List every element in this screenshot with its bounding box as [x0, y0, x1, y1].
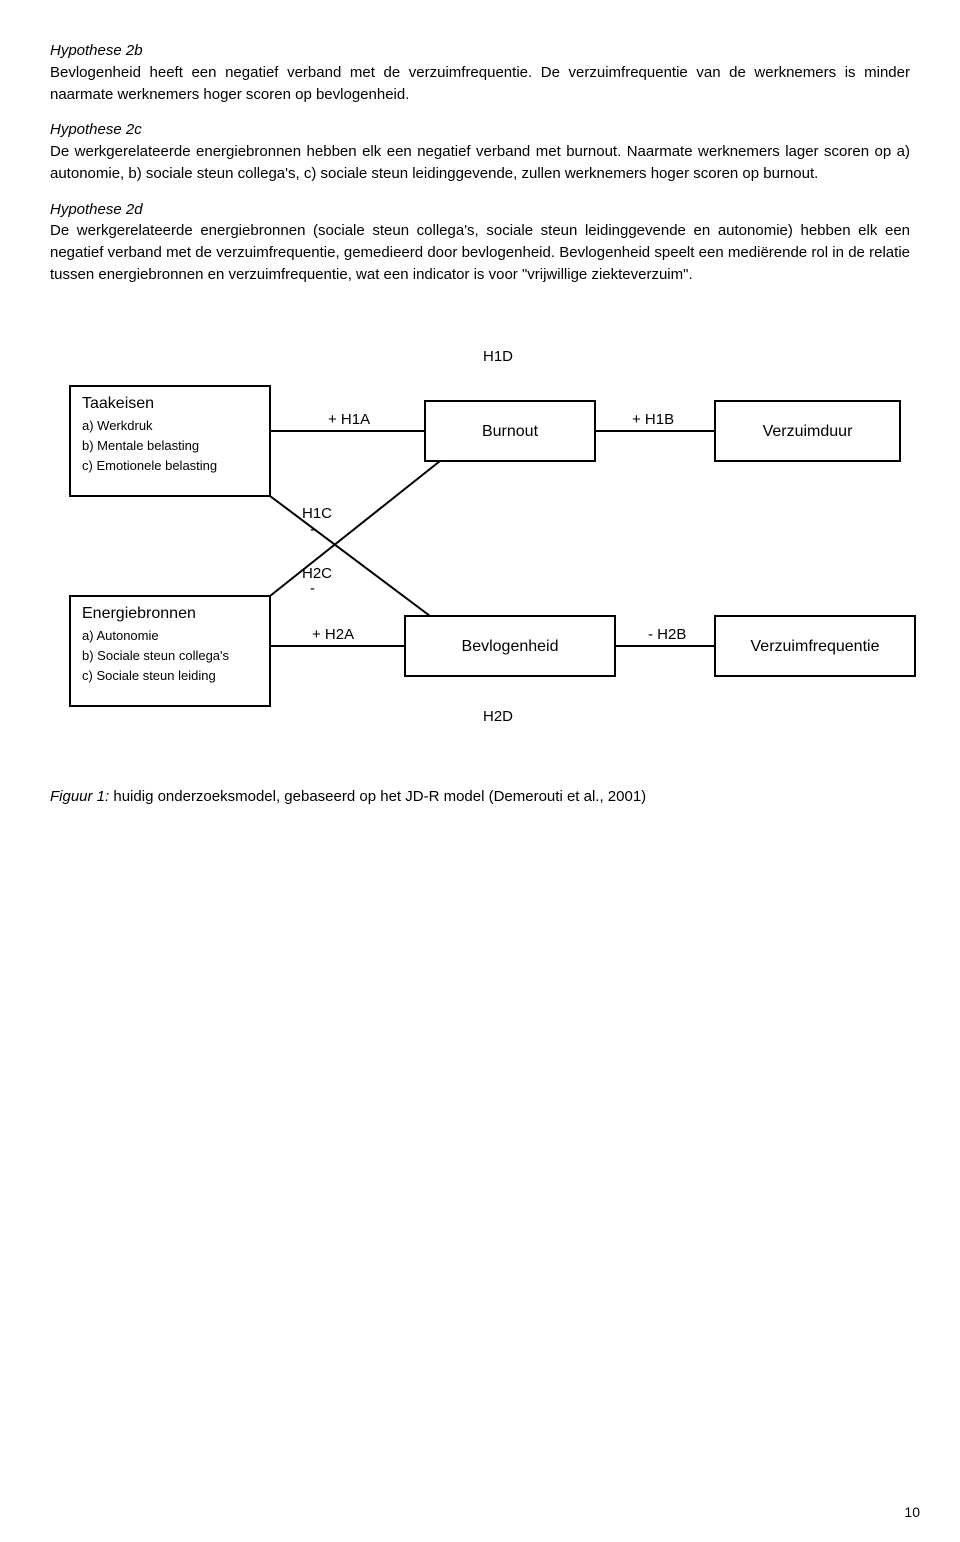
- svg-text:a) Werkdruk: a) Werkdruk: [82, 418, 153, 433]
- svg-text:H1C: H1C: [302, 505, 332, 522]
- svg-text:c) Emotionele belasting: c) Emotionele belasting: [82, 458, 217, 473]
- svg-text:-: -: [310, 580, 315, 597]
- svg-text:Verzuimduur: Verzuimduur: [763, 423, 853, 440]
- svg-text:+ H1B: + H1B: [632, 411, 674, 428]
- svg-text:H2C: H2C: [302, 565, 332, 582]
- svg-text:Energiebronnen: Energiebronnen: [82, 605, 196, 622]
- page-number: 10: [904, 1502, 920, 1522]
- svg-text:Burnout: Burnout: [482, 423, 539, 440]
- svg-text:+ H1A: + H1A: [328, 411, 370, 428]
- svg-text:b) Mentale belasting: b) Mentale belasting: [82, 438, 199, 453]
- svg-text:H2D: H2D: [483, 708, 513, 725]
- svg-text:c) Sociale steun leiding: c) Sociale steun leiding: [82, 668, 216, 683]
- svg-text:Bevlogenheid: Bevlogenheid: [462, 638, 559, 655]
- hypothesis-2d-body: De werkgerelateerde energiebronnen (soci…: [50, 220, 910, 285]
- figure-caption-prefix: Figuur 1:: [50, 788, 109, 805]
- svg-text:Taakeisen: Taakeisen: [82, 395, 154, 412]
- svg-text:Verzuimfrequentie: Verzuimfrequentie: [751, 638, 880, 655]
- svg-text:+ H2A: + H2A: [312, 626, 354, 643]
- hypothesis-2c-body: De werkgerelateerde energiebronnen hebbe…: [50, 141, 910, 185]
- svg-text:b) Sociale steun collega's: b) Sociale steun collega's: [82, 648, 230, 663]
- figure-caption-body: huidig onderzoeksmodel, gebaseerd op het…: [109, 788, 646, 805]
- svg-text:H1D: H1D: [483, 348, 513, 365]
- svg-text:- H2B: - H2B: [648, 626, 686, 643]
- hypothesis-2c-title: Hypothese 2c: [50, 119, 910, 141]
- svg-text:-: -: [310, 521, 315, 538]
- hypothesis-2d-title: Hypothese 2d: [50, 199, 910, 221]
- svg-text:a) Autonomie: a) Autonomie: [82, 628, 159, 643]
- hypothesis-2b-body: Bevlogenheid heeft een negatief verband …: [50, 62, 910, 106]
- figure-1-diagram: + H1A+ H1BH1C-H2C-+ H2A- H2BTaakeisena) …: [50, 326, 910, 756]
- hypothesis-2b-title: Hypothese 2b: [50, 40, 910, 62]
- model-diagram-svg: + H1A+ H1BH1C-H2C-+ H2A- H2BTaakeisena) …: [50, 326, 930, 756]
- figure-1-caption: Figuur 1: huidig onderzoeksmodel, gebase…: [50, 786, 910, 808]
